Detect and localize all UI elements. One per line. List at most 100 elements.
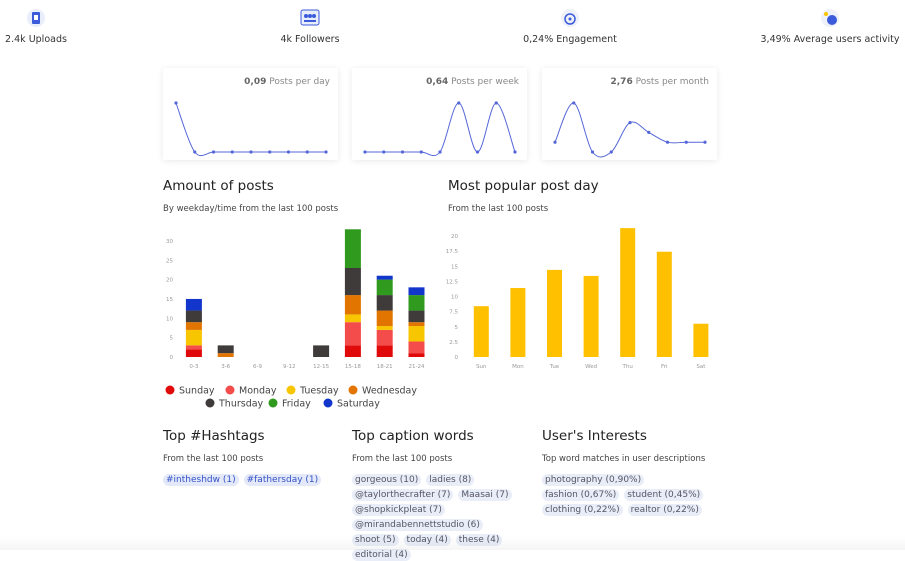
x-tick-label: Mon: [512, 364, 524, 370]
x-tick-label: 0-3: [189, 364, 198, 370]
stat-label: Average users activity: [793, 34, 900, 45]
stat: 3,49% Average users activity: [730, 8, 905, 45]
section-title: User's Interests: [542, 428, 647, 444]
bar-segment: [408, 310, 425, 323]
card-title: Posts per week: [451, 77, 519, 87]
card-heading: 2,76 Posts per month: [611, 77, 710, 87]
x-tick-label: 18-21: [377, 364, 393, 370]
tag[interactable]: clothing (0,22%): [542, 504, 623, 516]
bar-segment: [344, 229, 361, 268]
legend-label: Thursday: [218, 399, 264, 410]
card-value: 2,76: [610, 77, 633, 87]
stat-value: 0,24%: [523, 34, 554, 45]
y-tick-label: 15: [166, 297, 173, 303]
stat: 4k Followers: [210, 8, 410, 45]
bar-segment: [185, 345, 202, 350]
bar: [693, 323, 709, 357]
x-tick-label: Thu: [622, 364, 633, 370]
bar-segment: [185, 349, 202, 357]
bar-segment: [376, 275, 393, 280]
bar-segment: [344, 267, 361, 296]
legend-swatch: [348, 385, 358, 395]
legend-swatch: [323, 398, 333, 408]
engagement-icon: [561, 9, 579, 27]
chart-subtitle: By weekday/time from the last 100 posts: [163, 204, 339, 214]
tag[interactable]: shoot (5): [352, 534, 399, 546]
tag[interactable]: these (4): [455, 534, 503, 546]
bar-segment: [185, 298, 202, 311]
bar-segment: [185, 310, 202, 323]
tag[interactable]: @mirandabennettstudio (6): [352, 519, 483, 531]
y-tick-label: 5: [170, 336, 174, 342]
bar-segment: [376, 326, 393, 330]
bar: [473, 306, 489, 357]
section: User's Interests Top word matches in user…: [542, 428, 722, 516]
y-tick-label: 12.5: [446, 279, 459, 285]
bar-segment: [217, 353, 234, 357]
bar-segment: [408, 287, 425, 296]
card-value: 0,09: [244, 77, 267, 87]
x-tick-label: Wed: [585, 364, 597, 370]
stat-value: 2.4k: [5, 34, 26, 45]
stat-value: 3,49%: [760, 34, 791, 45]
bar-segment: [408, 326, 425, 342]
tag[interactable]: #intheshdw (1): [163, 474, 239, 486]
y-tick-label: 20: [451, 234, 458, 240]
tag-list: gorgeous (10) ladies (8) @taylorthecrafter…: [352, 474, 524, 561]
legend-swatch: [225, 385, 235, 395]
bar-segment: [376, 329, 393, 346]
bar: [656, 251, 672, 357]
bar-segment: [344, 322, 361, 346]
y-tick-label: 2.5: [449, 340, 458, 346]
tag[interactable]: student (0,45%): [624, 489, 704, 501]
tag[interactable]: fashion (0,67%): [542, 489, 620, 501]
section: Top caption words From the last 100 posts…: [352, 428, 532, 561]
bar-segment: [408, 322, 425, 327]
y-tick-label: 17.5: [446, 249, 459, 255]
stat-label: Uploads: [28, 34, 67, 45]
bar: [510, 288, 526, 357]
bar-segment: [185, 322, 202, 330]
y-tick-label: 10: [166, 316, 173, 322]
legend-swatch: [286, 385, 296, 395]
card-title: Posts per month: [635, 77, 709, 87]
legend-label: Monday: [239, 386, 277, 397]
stat: 2.4k Uploads: [0, 8, 136, 45]
legend-swatch: [165, 385, 175, 395]
y-tick-label: 30: [166, 239, 173, 245]
y-tick-label: 10: [451, 295, 458, 301]
legend-label: Saturday: [337, 399, 380, 410]
x-tick-label: 12-15: [313, 364, 329, 370]
tag[interactable]: realtor (0,22%): [627, 504, 702, 516]
tag[interactable]: @taylorthecrafter (7): [352, 489, 454, 501]
sparkline-card: 0,09 Posts per day: [163, 68, 338, 160]
tag[interactable]: photography (0,90%): [542, 474, 645, 486]
legend-label: Sunday: [179, 386, 215, 397]
followers-icon: [300, 9, 320, 26]
tag-list: photography (0,90%) fashion (0,67%) studen…: [542, 474, 714, 516]
section-subtitle: Top word matches in user descriptions: [542, 454, 706, 464]
uploads-icon: [27, 9, 45, 27]
tag[interactable]: Maasai (7): [458, 489, 512, 501]
x-tick-label: Tue: [549, 364, 560, 370]
bar-segment: [344, 295, 361, 315]
tag[interactable]: today (4): [403, 534, 451, 546]
tag[interactable]: #fathersday (1): [243, 474, 322, 486]
y-tick-label: 20: [166, 278, 173, 284]
bar-segment: [408, 295, 425, 311]
y-tick-label: 0: [170, 355, 174, 361]
bar-segment: [344, 345, 361, 357]
tag[interactable]: ladies (8): [426, 474, 475, 486]
tag-list: #intheshdw (1) #fathersday (1): [163, 474, 335, 486]
y-tick-label: 25: [166, 258, 173, 264]
legend-label: Tuesday: [299, 386, 339, 397]
x-tick-label: Sat: [696, 364, 706, 370]
bar-segment: [376, 295, 393, 311]
tag[interactable]: gorgeous (10): [352, 474, 422, 486]
bar-segment: [185, 329, 202, 346]
chart-title: Most popular post day: [448, 178, 599, 194]
tag[interactable]: editorial (4): [352, 549, 411, 561]
tag[interactable]: @shopkickpleat (7): [352, 504, 445, 516]
x-tick-label: 15-18: [345, 364, 361, 370]
